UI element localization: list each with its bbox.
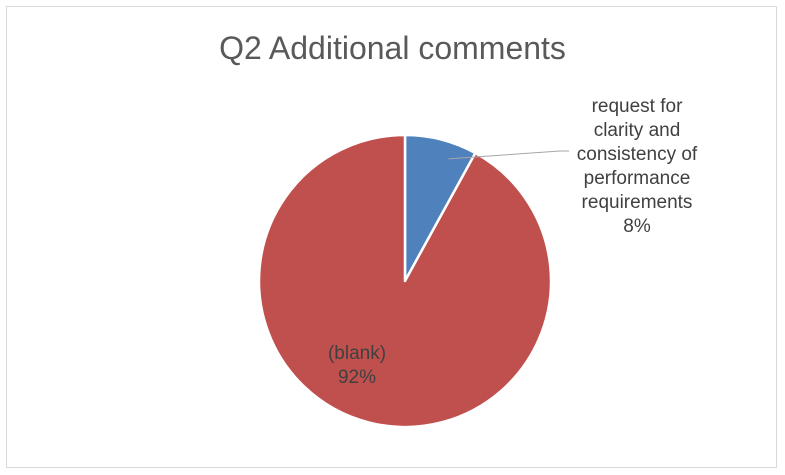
data-label-line: requirements (582, 192, 693, 213)
data-label-line: 92% (338, 367, 376, 388)
data-label-slice-2: (blank) 92% (328, 343, 386, 388)
data-label-line: request for (592, 96, 683, 117)
pie-slices (257, 133, 553, 429)
leader-line-elbow (448, 150, 569, 160)
data-label-line: performance (584, 168, 691, 189)
pie-slice-2 (257, 133, 553, 429)
data-label-line: clarity and (594, 120, 681, 141)
chart-title: Q2 Additional comments (219, 30, 566, 66)
data-label-line: (blank) (328, 343, 386, 364)
data-label-line: 8% (623, 216, 651, 237)
data-label-slice-1: request for clarity and consistency of perf… (577, 96, 698, 237)
data-label-line: consistency of (577, 144, 698, 165)
